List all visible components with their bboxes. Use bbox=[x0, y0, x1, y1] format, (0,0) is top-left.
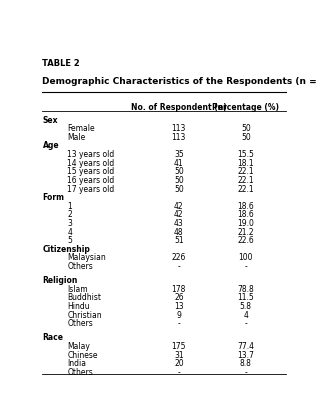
Text: -: - bbox=[178, 318, 180, 328]
Text: 51: 51 bbox=[174, 235, 184, 244]
Text: India: India bbox=[67, 358, 86, 367]
Text: Malaysian: Malaysian bbox=[67, 253, 106, 262]
Text: 4: 4 bbox=[244, 310, 248, 319]
Text: Buddhist: Buddhist bbox=[67, 293, 101, 301]
Text: Chinese: Chinese bbox=[67, 350, 98, 359]
Text: 2: 2 bbox=[67, 210, 72, 219]
Text: 13: 13 bbox=[174, 301, 184, 310]
Text: Hindu: Hindu bbox=[67, 301, 90, 310]
Text: 11.5: 11.5 bbox=[237, 293, 254, 301]
Text: Percentage (%): Percentage (%) bbox=[212, 103, 279, 112]
Text: Christian: Christian bbox=[67, 310, 102, 319]
Text: Religion: Religion bbox=[43, 275, 78, 285]
Text: 3: 3 bbox=[67, 218, 72, 228]
Text: 26: 26 bbox=[174, 293, 184, 301]
Text: 77.4: 77.4 bbox=[237, 341, 254, 350]
Text: 1: 1 bbox=[67, 201, 72, 210]
Text: 50: 50 bbox=[174, 176, 184, 185]
Text: 50: 50 bbox=[241, 124, 251, 133]
Text: Age: Age bbox=[43, 141, 59, 150]
Text: 42: 42 bbox=[174, 210, 184, 219]
Text: 18.1: 18.1 bbox=[237, 158, 254, 167]
Text: 9: 9 bbox=[176, 310, 181, 319]
Text: -: - bbox=[178, 367, 180, 376]
Text: 42: 42 bbox=[174, 201, 184, 210]
Text: 15 years old: 15 years old bbox=[67, 167, 115, 176]
Text: 100: 100 bbox=[239, 253, 253, 262]
Text: 50: 50 bbox=[241, 133, 251, 142]
Text: Male: Male bbox=[67, 133, 85, 142]
Text: 16 years old: 16 years old bbox=[67, 176, 115, 185]
Text: 113: 113 bbox=[172, 133, 186, 142]
Text: 113: 113 bbox=[172, 124, 186, 133]
Text: -: - bbox=[178, 261, 180, 271]
Text: 22.1: 22.1 bbox=[237, 167, 254, 176]
Text: 22.1: 22.1 bbox=[237, 184, 254, 193]
Text: 5.8: 5.8 bbox=[240, 301, 252, 310]
Text: Sex: Sex bbox=[43, 115, 58, 124]
Text: Others: Others bbox=[67, 318, 93, 328]
Text: Female: Female bbox=[67, 124, 95, 133]
Text: 13.7: 13.7 bbox=[237, 350, 254, 359]
Text: 50: 50 bbox=[174, 184, 184, 193]
Text: 78.8: 78.8 bbox=[237, 284, 254, 293]
Text: 43: 43 bbox=[174, 218, 184, 228]
Text: 41: 41 bbox=[174, 158, 184, 167]
Text: 50: 50 bbox=[174, 167, 184, 176]
Text: 48: 48 bbox=[174, 227, 184, 236]
Text: No. of Respondent (n): No. of Respondent (n) bbox=[131, 103, 227, 112]
Text: 19.0: 19.0 bbox=[237, 218, 254, 228]
Text: TABLE 2: TABLE 2 bbox=[43, 59, 80, 68]
Text: 21.2: 21.2 bbox=[237, 227, 254, 236]
Text: -: - bbox=[244, 261, 247, 271]
Text: 31: 31 bbox=[174, 350, 184, 359]
Text: 14 years old: 14 years old bbox=[67, 158, 115, 167]
Text: 13 years old: 13 years old bbox=[67, 150, 115, 159]
Text: 35: 35 bbox=[174, 150, 184, 159]
Text: 5: 5 bbox=[67, 235, 72, 244]
Text: Form: Form bbox=[43, 193, 64, 202]
Text: Demographic Characteristics of the Respondents (n = 226): Demographic Characteristics of the Respo… bbox=[43, 76, 320, 85]
Text: 22.6: 22.6 bbox=[237, 235, 254, 244]
Text: 226: 226 bbox=[172, 253, 186, 262]
Text: 17 years old: 17 years old bbox=[67, 184, 115, 193]
Text: Citizenship: Citizenship bbox=[43, 244, 90, 253]
Text: 4: 4 bbox=[67, 227, 72, 236]
Text: 175: 175 bbox=[172, 341, 186, 350]
Text: Islam: Islam bbox=[67, 284, 88, 293]
Text: Others: Others bbox=[67, 261, 93, 271]
Text: 8.8: 8.8 bbox=[240, 358, 252, 367]
Text: 18.6: 18.6 bbox=[237, 201, 254, 210]
Text: 178: 178 bbox=[172, 284, 186, 293]
Text: 20: 20 bbox=[174, 358, 184, 367]
Text: 18.6: 18.6 bbox=[237, 210, 254, 219]
Text: 22.1: 22.1 bbox=[237, 176, 254, 185]
Text: 15.5: 15.5 bbox=[237, 150, 254, 159]
Text: Malay: Malay bbox=[67, 341, 90, 350]
Text: Race: Race bbox=[43, 332, 63, 342]
Text: -: - bbox=[244, 318, 247, 328]
Text: -: - bbox=[244, 367, 247, 376]
Text: Others: Others bbox=[67, 367, 93, 376]
